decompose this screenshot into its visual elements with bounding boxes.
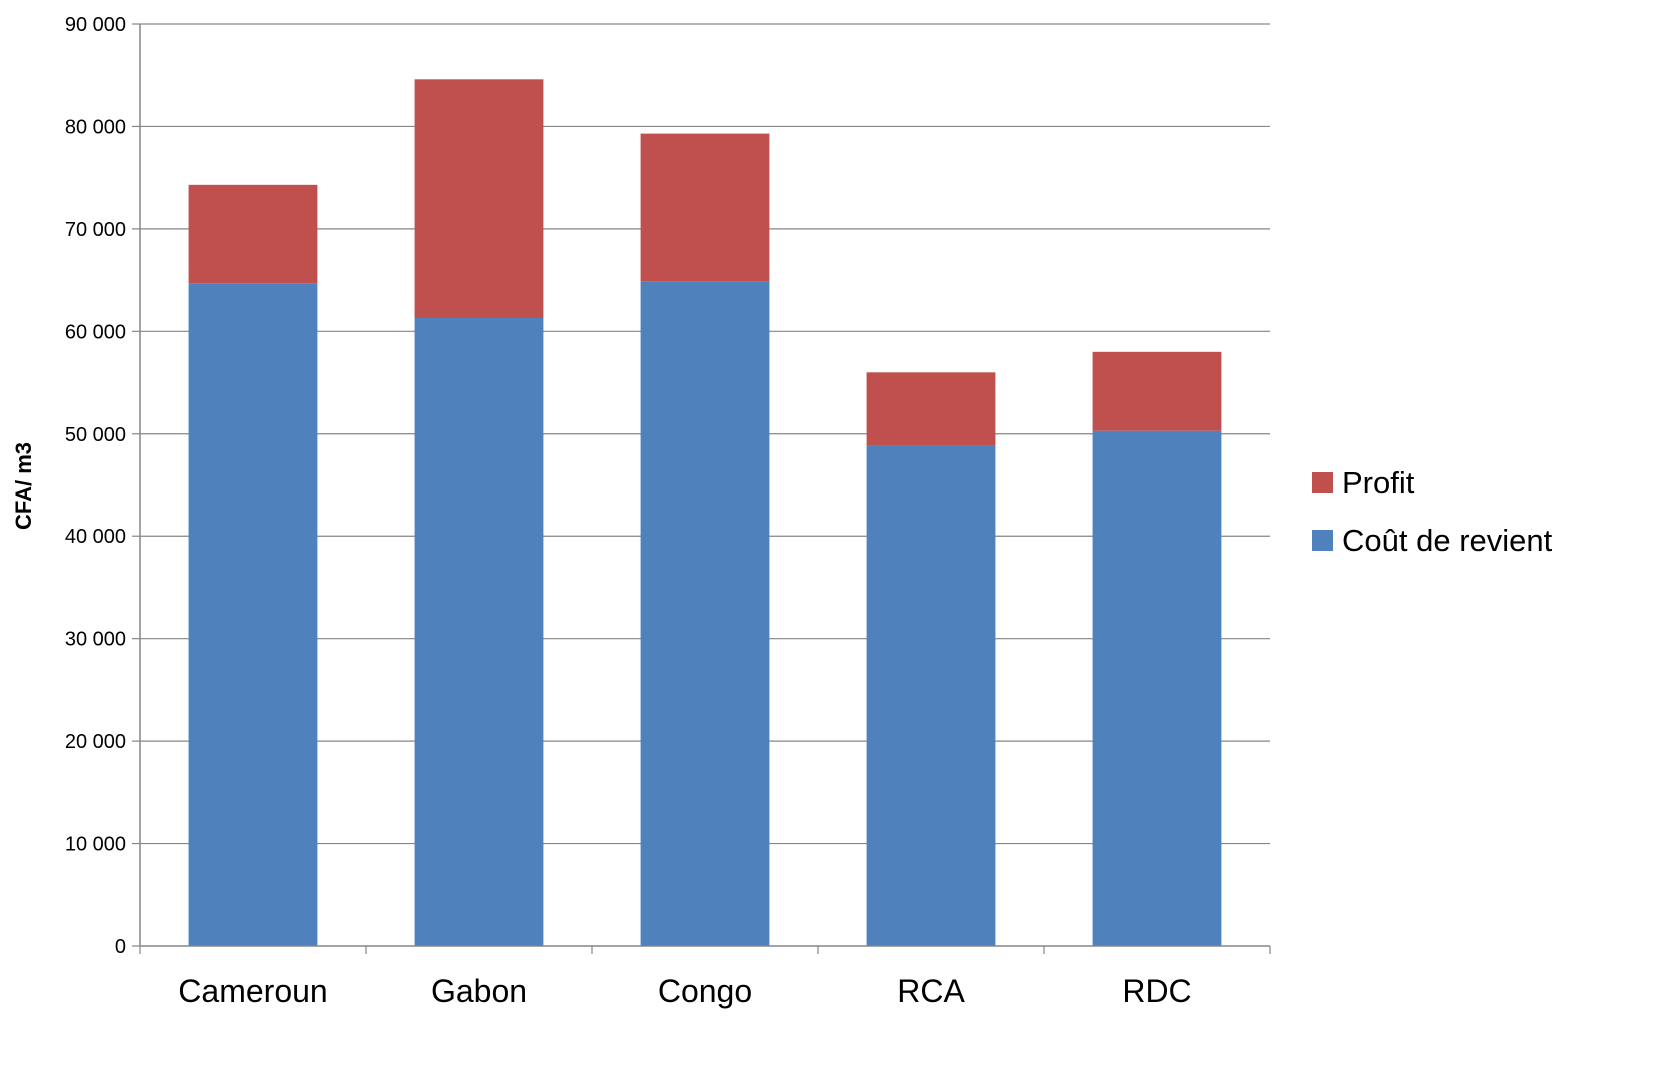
y-axis-label: CFA/ m3	[11, 442, 36, 530]
x-category-label: Congo	[658, 973, 752, 1009]
y-tick-label: 20 000	[65, 731, 126, 753]
bars	[188, 79, 1222, 946]
legend: Profit Coût de revient	[1312, 465, 1553, 558]
y-axis-ticks: 0 10 000 20 000 30 000 40 000 50 000 60 000 70 …	[65, 14, 140, 958]
bar-profit-congo	[640, 133, 770, 282]
x-category-label: RCA	[897, 973, 965, 1009]
x-category-label: RDC	[1122, 973, 1191, 1009]
x-axis-categories: Cameroun Gabon Congo RCA RDC	[139, 946, 1271, 1009]
bar-cout-de-revient-congo	[640, 281, 770, 946]
legend-swatch	[1312, 530, 1333, 551]
y-tick-label: 70 000	[65, 219, 126, 241]
legend-label: Profit	[1342, 465, 1415, 500]
y-tick-label: 90 000	[65, 14, 126, 36]
bar-cout-de-revient-rdc	[1092, 430, 1222, 946]
y-tick-label: 80 000	[65, 116, 126, 138]
y-tick-label: 0	[115, 936, 126, 958]
y-tick-label: 60 000	[65, 321, 126, 343]
bar-profit-cameroun	[188, 184, 318, 284]
y-tick-label: 40 000	[65, 526, 126, 548]
y-tick-label: 50 000	[65, 424, 126, 446]
bar-profit-rdc	[1092, 351, 1222, 431]
legend-swatch	[1312, 472, 1333, 493]
y-tick-label: 30 000	[65, 629, 126, 651]
bar-cout-de-revient-cameroun	[188, 283, 318, 946]
x-category-label: Gabon	[431, 973, 527, 1009]
bar-profit-rca	[866, 372, 996, 446]
bar-cout-de-revient-rca	[866, 445, 996, 946]
legend-label: Coût de revient	[1342, 523, 1553, 558]
bar-cout-de-revient-gabon	[414, 318, 544, 946]
x-category-label: Cameroun	[178, 973, 327, 1009]
bar-profit-gabon	[414, 79, 544, 319]
y-tick-label: 10 000	[65, 834, 126, 856]
